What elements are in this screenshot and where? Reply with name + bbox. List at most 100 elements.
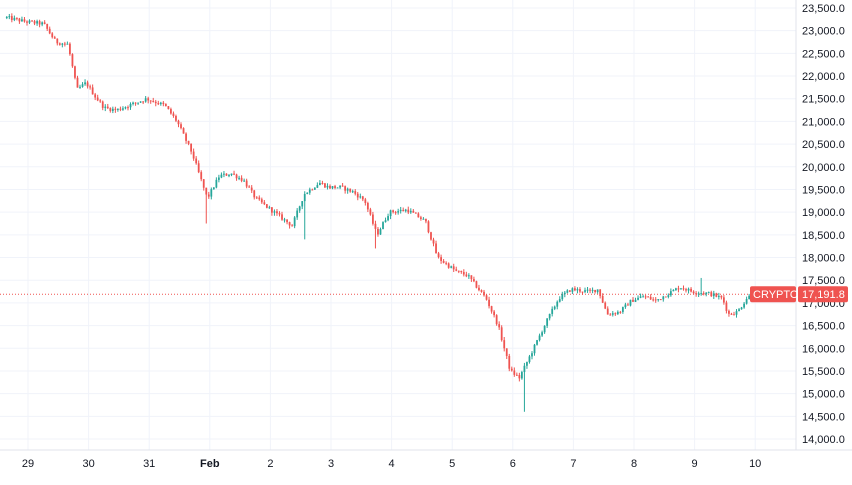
candle-body	[99, 100, 102, 102]
candle-body	[359, 196, 362, 198]
candle	[210, 187, 213, 200]
x-tick-label: 7	[570, 458, 576, 470]
candle-body	[195, 158, 198, 164]
candle	[303, 191, 306, 240]
candle-body	[31, 20, 33, 22]
candle	[255, 196, 258, 200]
candle-body	[574, 288, 576, 291]
candle-body	[616, 311, 619, 315]
candle-body	[58, 43, 61, 45]
candle	[326, 183, 329, 190]
candle-body	[677, 288, 680, 290]
candle	[553, 305, 556, 311]
candle	[48, 26, 51, 35]
candle-body	[63, 43, 66, 45]
candle	[147, 96, 150, 104]
candle	[225, 173, 228, 176]
candle	[281, 211, 283, 221]
y-tick-label: 19,000.0	[802, 207, 845, 219]
candle	[278, 211, 281, 217]
candle	[659, 299, 662, 301]
last-price-tag: CRYPTO20 17,191.8	[750, 286, 848, 303]
candle	[162, 101, 165, 107]
candle	[233, 170, 235, 176]
candle-body	[594, 289, 597, 293]
candle-body	[680, 288, 682, 290]
y-tick-label: 17,500.0	[802, 275, 845, 287]
candle-body	[387, 216, 389, 221]
candle	[276, 209, 278, 216]
candle-body	[369, 209, 372, 215]
candle	[228, 174, 230, 178]
candle-body	[76, 77, 79, 88]
candle-body	[13, 17, 16, 21]
candle-body	[230, 173, 233, 176]
x-tick-label: 9	[692, 458, 698, 470]
candle	[561, 291, 564, 301]
candle	[500, 325, 503, 342]
candle	[61, 42, 64, 48]
candle-body	[119, 108, 122, 110]
candle	[604, 301, 607, 310]
candle	[528, 354, 531, 364]
candle	[508, 353, 511, 372]
candle-body	[707, 292, 710, 294]
candle	[520, 370, 523, 380]
candle	[51, 32, 54, 39]
candle	[621, 306, 624, 314]
candle	[445, 261, 448, 266]
candle	[144, 96, 147, 103]
candle-body	[51, 33, 54, 38]
candle-body	[392, 210, 395, 213]
candle	[66, 41, 69, 45]
candle-body	[134, 102, 137, 104]
candle	[568, 290, 571, 293]
candle	[586, 287, 589, 293]
candle-body	[122, 108, 124, 110]
candle-body	[248, 186, 251, 188]
candle	[594, 289, 597, 294]
candle	[316, 182, 319, 189]
candle-body	[672, 289, 675, 292]
candle	[58, 42, 61, 46]
candle-body	[531, 353, 533, 357]
candle-body	[526, 362, 528, 366]
candle	[152, 97, 155, 103]
y-tick-label: 21,500.0	[802, 94, 845, 106]
candle	[710, 290, 713, 298]
candle-body	[692, 291, 695, 294]
candle-body	[450, 266, 453, 268]
candle-body	[129, 103, 132, 108]
candle-body	[576, 289, 579, 291]
candle	[715, 292, 718, 298]
candle-body	[38, 21, 41, 25]
candle-body	[725, 302, 728, 311]
candle-body	[508, 355, 511, 369]
y-tick-label: 20,500.0	[802, 139, 845, 151]
candle	[142, 101, 145, 105]
candle-body	[225, 173, 228, 176]
candle	[662, 295, 665, 302]
candle-body	[548, 313, 551, 319]
candle	[273, 209, 276, 216]
candle-body	[697, 293, 700, 295]
candle-body	[334, 186, 336, 188]
candle-body	[710, 292, 713, 297]
candle-body	[273, 211, 276, 213]
candle-body	[162, 102, 165, 105]
candle	[31, 20, 33, 22]
candle-body	[379, 229, 382, 235]
candle-body	[127, 107, 129, 109]
candle	[493, 309, 496, 318]
candle-body	[271, 207, 273, 213]
candle-body	[611, 313, 614, 315]
candle	[344, 185, 347, 194]
candle-body	[735, 311, 738, 315]
candle-body	[695, 293, 698, 295]
candle-body	[473, 279, 475, 282]
candle-body	[286, 219, 288, 223]
candle	[546, 318, 549, 329]
candle	[748, 293, 751, 300]
candle	[134, 102, 137, 106]
